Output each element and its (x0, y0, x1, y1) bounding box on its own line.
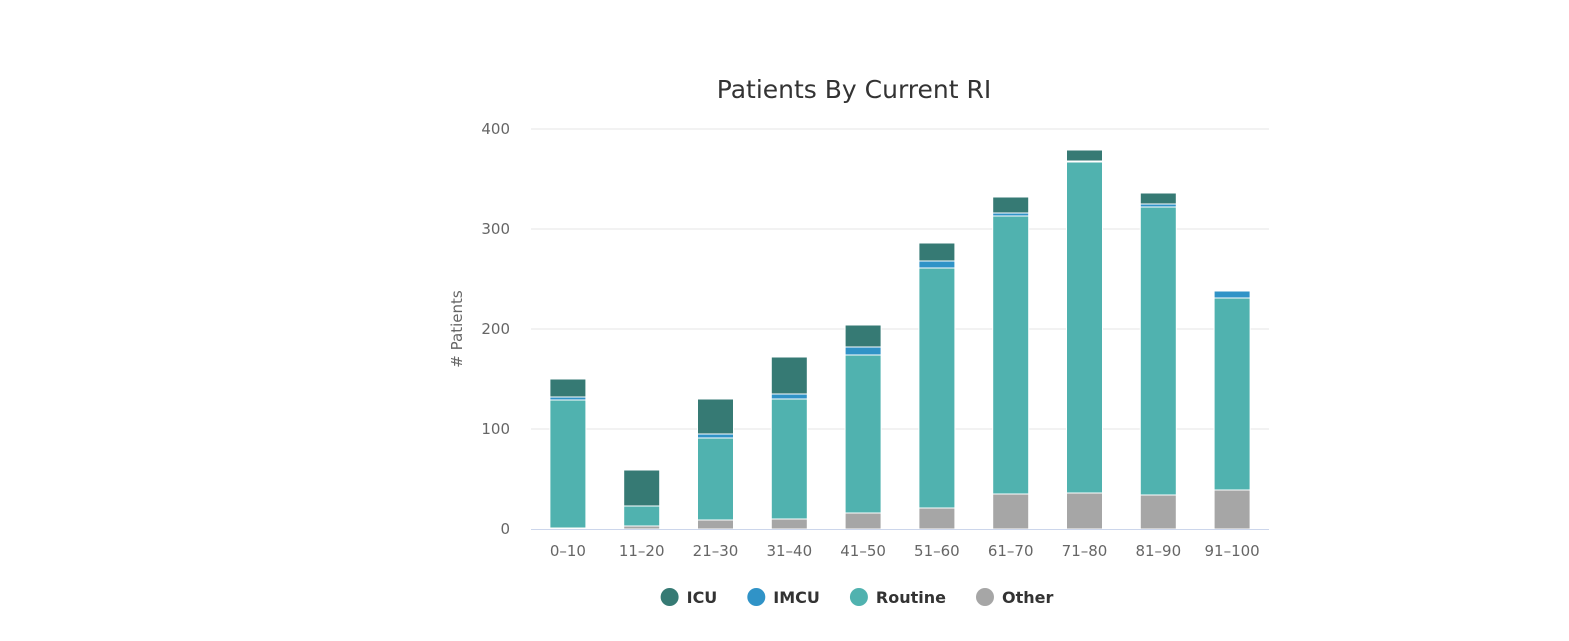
bar-icu-6[interactable] (992, 196, 1030, 214)
bar-routine-0[interactable] (549, 399, 587, 529)
bar-other-8[interactable] (1139, 494, 1177, 530)
legend-item-imcu[interactable]: IMCU (747, 588, 820, 607)
bar-routine-7[interactable] (1066, 161, 1103, 494)
bar-other-4[interactable] (844, 512, 882, 530)
legend-label: Routine (876, 588, 946, 607)
y-tick-label: 400 (481, 120, 510, 138)
bar-icu-2[interactable] (697, 398, 734, 435)
x-tick-label: 61–70 (988, 542, 1034, 560)
x-tick-label: 11–20 (619, 542, 665, 560)
bar-routine-6[interactable] (992, 215, 1030, 495)
legend-marker-other (975, 588, 994, 606)
bar-routine-1[interactable] (623, 505, 661, 527)
x-tick-label: 71–80 (1062, 542, 1108, 560)
bar-imcu-2[interactable] (697, 433, 734, 439)
legend-label: ICU (687, 588, 718, 607)
bar-other-2[interactable] (697, 519, 734, 530)
legend-item-other[interactable]: Other (975, 588, 1053, 607)
x-tick-label: 81–90 (1135, 542, 1181, 560)
x-tick-label: 0–10 (550, 542, 586, 560)
bar-icu-4[interactable] (844, 324, 882, 348)
bars (549, 149, 1251, 530)
bar-icu-8[interactable] (1139, 192, 1177, 205)
y-tick-label: 100 (481, 420, 510, 438)
x-tick-label: 91–100 (1204, 542, 1259, 560)
legend-label: Other (1002, 588, 1053, 607)
bar-imcu-4[interactable] (844, 346, 882, 356)
bar-other-5[interactable] (918, 507, 956, 530)
bar-routine-5[interactable] (918, 267, 956, 509)
legend-item-icu[interactable]: ICU (660, 588, 718, 607)
bar-routine-9[interactable] (1213, 297, 1251, 491)
bar-imcu-5[interactable] (918, 260, 956, 269)
y-tick-label: 300 (481, 220, 510, 238)
legend-marker-imcu (747, 588, 766, 606)
bar-routine-4[interactable] (844, 354, 882, 514)
y-axis-title: # Patients (448, 290, 466, 368)
bar-icu-5[interactable] (918, 242, 956, 262)
bar-icu-3[interactable] (770, 356, 808, 395)
legend: ICU IMCU Routine Other (660, 588, 1053, 607)
y-axis-ticks: 0 100 200 300 400 (481, 120, 510, 538)
x-tick-label: 51–60 (914, 542, 960, 560)
bar-routine-8[interactable] (1139, 206, 1177, 496)
bar-routine-3[interactable] (770, 398, 808, 520)
legend-label: IMCU (773, 588, 820, 607)
bar-icu-0[interactable] (549, 378, 587, 398)
x-tick-label: 31–40 (766, 542, 812, 560)
x-tick-label: 21–30 (693, 542, 739, 560)
x-tick-label: 41–50 (840, 542, 886, 560)
bar-other-3[interactable] (770, 518, 808, 530)
bar-icu-9[interactable] (1213, 289, 1251, 292)
legend-marker-icu (660, 588, 679, 606)
bar-other-7[interactable] (1066, 492, 1103, 530)
bar-other-9[interactable] (1213, 489, 1251, 530)
y-tick-label: 200 (481, 320, 510, 338)
chart-title: Patients By Current RI (717, 75, 992, 104)
bar-imcu-9[interactable] (1213, 290, 1251, 299)
x-axis-ticks: 0–10 11–20 21–30 31–40 41–50 51–60 61–70 71–80 8… (550, 542, 1260, 560)
bar-icu-7[interactable] (1066, 149, 1103, 162)
bar-icu-1[interactable] (623, 469, 661, 507)
bar-routine-2[interactable] (697, 437, 734, 521)
legend-item-routine[interactable]: Routine (849, 588, 946, 607)
bar-imcu-3[interactable] (770, 393, 808, 400)
bar-other-6[interactable] (992, 493, 1030, 530)
y-tick-label: 0 (500, 520, 510, 538)
legend-marker-routine (849, 588, 868, 606)
